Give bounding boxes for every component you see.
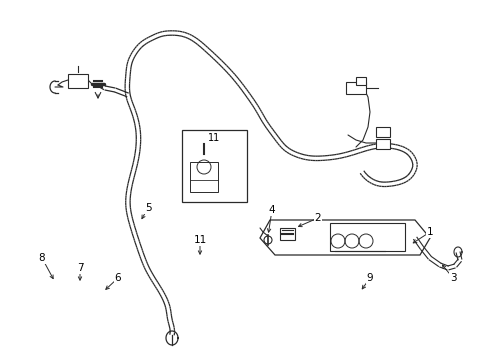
- Bar: [375, 139, 389, 149]
- Text: 10: 10: [373, 223, 386, 233]
- Text: 1: 1: [426, 227, 432, 237]
- Bar: [68, 74, 88, 88]
- Text: 11: 11: [193, 235, 206, 245]
- Bar: [329, 223, 404, 251]
- Bar: [355, 77, 365, 85]
- Text: 11: 11: [207, 133, 220, 143]
- Bar: [280, 228, 294, 240]
- Bar: [182, 130, 246, 202]
- Bar: [190, 162, 218, 192]
- Text: 8: 8: [39, 253, 45, 263]
- Bar: [375, 127, 389, 137]
- Text: 5: 5: [144, 203, 151, 213]
- Text: 3: 3: [449, 273, 455, 283]
- Bar: [346, 82, 365, 94]
- Text: 6: 6: [115, 273, 121, 283]
- Text: 4: 4: [268, 205, 275, 215]
- Text: 9: 9: [366, 273, 372, 283]
- Text: 2: 2: [314, 213, 321, 223]
- Text: 7: 7: [77, 263, 83, 273]
